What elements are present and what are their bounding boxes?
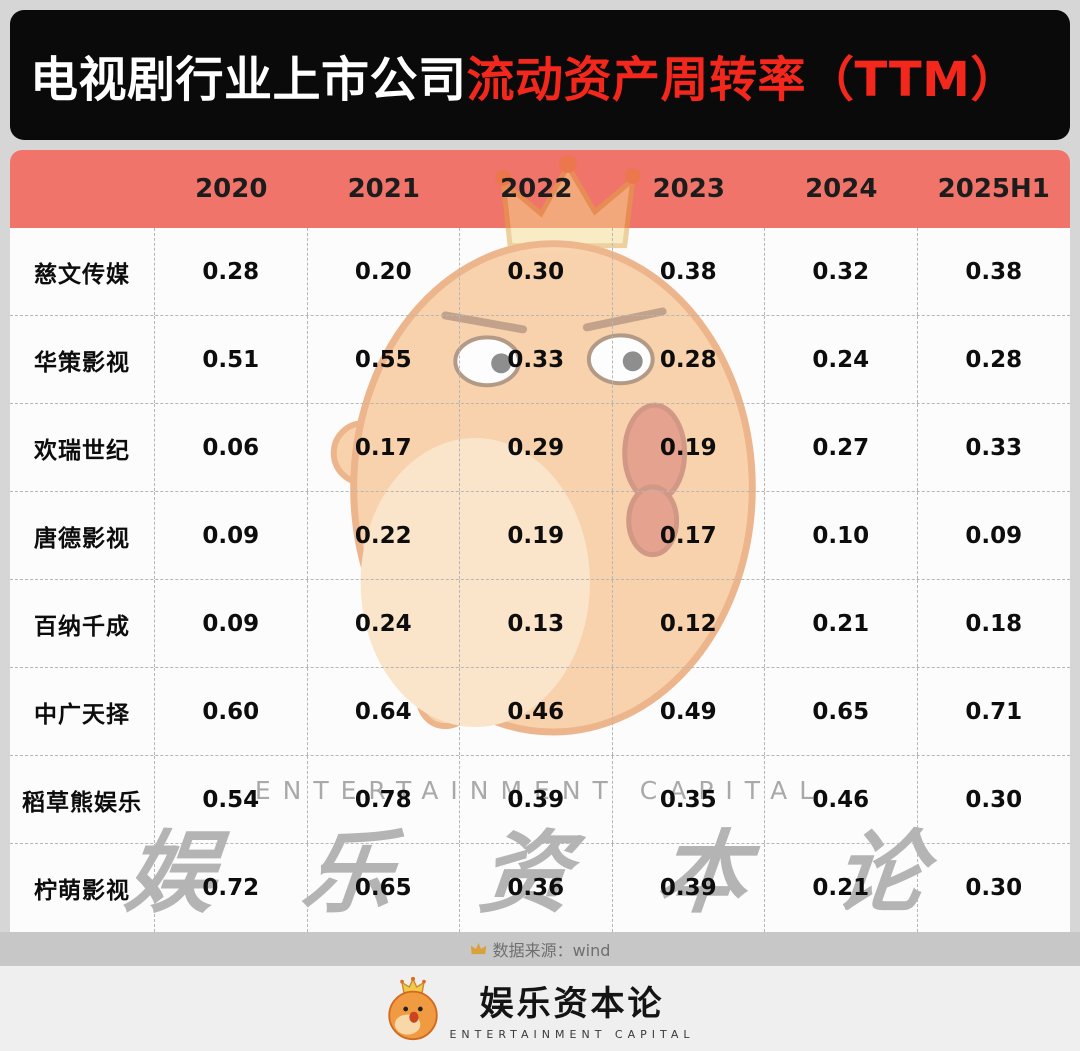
value-cell: 0.39	[613, 844, 765, 932]
company-name-cell: 华策影视	[10, 316, 155, 403]
value-cell: 0.19	[613, 404, 765, 491]
value-cell: 0.12	[613, 580, 765, 667]
value-cell: 0.46	[765, 756, 918, 843]
value-cell: 0.65	[308, 844, 460, 932]
header-cell-corner	[10, 150, 155, 228]
table-header-row: 2020 2021 2022 2023 2024 2025H1	[10, 150, 1070, 228]
header-cell-2022: 2022	[500, 174, 573, 204]
page-title-black: 电视剧行业上市公司	[30, 52, 467, 108]
page-title-red: 流动资产周转率（TTM）	[466, 52, 1019, 108]
value-cell: 0.28	[965, 346, 1023, 373]
value-cell: 0.09	[155, 580, 308, 667]
data-table-sheet: ENTERTAINMENT CAPITAL 娱 乐 资 本 论 2020 202…	[10, 150, 1070, 932]
value-cell: 0.17	[308, 404, 460, 491]
value-cell: 0.20	[308, 228, 460, 315]
brand-text-column: 娱乐资本论 ENTERTAINMENT CAPITAL	[449, 976, 694, 1041]
table-row: 百纳千成 0.09 0.24 0.13 0.12 0.21 0.18	[10, 580, 1070, 668]
company-name-cell: 中广天择	[10, 668, 155, 755]
brand-footer: 娱乐资本论 ENTERTAINMENT CAPITAL	[0, 966, 1080, 1051]
value-cell: 0.22	[308, 492, 460, 579]
value-cell: 0.09	[965, 522, 1023, 549]
value-cell: 0.32	[765, 228, 918, 315]
brand-name-english: ENTERTAINMENT CAPITAL	[449, 1028, 695, 1041]
table-row: 柠萌影视 0.72 0.65 0.36 0.39 0.21 0.30	[10, 844, 1070, 932]
value-cell: 0.65	[765, 668, 918, 755]
value-cell: 0.13	[460, 580, 613, 667]
table-row: 唐德影视 0.09 0.22 0.19 0.17 0.10 0.09	[10, 492, 1070, 580]
company-name-cell: 欢瑞世纪	[10, 404, 155, 491]
value-cell: 0.49	[613, 668, 765, 755]
value-cell: 0.06	[155, 404, 308, 491]
value-cell: 0.54	[155, 756, 308, 843]
value-cell: 0.28	[613, 316, 765, 403]
value-cell: 0.17	[613, 492, 765, 579]
value-cell: 0.71	[965, 698, 1023, 725]
value-cell: 0.78	[308, 756, 460, 843]
value-cell: 0.60	[155, 668, 308, 755]
company-name-cell: 慈文传媒	[10, 228, 155, 315]
source-strip: 数据来源：wind	[0, 932, 1080, 966]
company-name-cell: 柠萌影视	[10, 844, 155, 932]
title-bar: 电视剧行业上市公司 流动资产周转率（TTM）	[10, 10, 1070, 140]
value-cell: 0.18	[965, 610, 1023, 637]
value-cell: 0.21	[765, 844, 918, 932]
value-cell: 0.29	[460, 404, 613, 491]
value-cell: 0.19	[460, 492, 613, 579]
value-cell: 0.38	[965, 258, 1023, 285]
watermark-english-text: ENTERTAINMENT CAPITAL	[254, 776, 826, 805]
header-cell-2023: 2023	[652, 174, 725, 204]
value-cell: 0.30	[460, 228, 613, 315]
table-body: 慈文传媒 0.28 0.20 0.30 0.38 0.32 0.38 华策影视 0.51 0.55…	[10, 228, 1070, 932]
header-cell-2025h1: 2025H1	[937, 174, 1050, 204]
value-cell: 0.10	[765, 492, 918, 579]
table-row: 慈文传媒 0.28 0.20 0.30 0.38 0.32 0.38	[10, 228, 1070, 316]
value-cell: 0.46	[460, 668, 613, 755]
value-cell: 0.09	[155, 492, 308, 579]
table-row: 稻草熊娱乐 0.54 0.78 0.39 0.35 0.46 0.30	[10, 756, 1070, 844]
crown-icon	[470, 943, 486, 955]
value-cell: 0.30	[965, 875, 1023, 901]
company-name-cell: 稻草熊娱乐	[10, 756, 155, 843]
value-cell: 0.33	[460, 316, 613, 403]
value-cell: 0.72	[155, 844, 308, 932]
value-cell: 0.24	[308, 580, 460, 667]
company-name-cell: 百纳千成	[10, 580, 155, 667]
value-cell: 0.30	[965, 786, 1023, 813]
value-cell: 0.38	[613, 228, 765, 315]
mascot-watermark-icon	[330, 154, 756, 736]
value-cell: 0.27	[765, 404, 918, 491]
brand-name-chinese: 娱乐资本论	[479, 984, 665, 1024]
table-grid: 2020 2021 2022 2023 2024 2025H1 慈文传媒 0.28…	[10, 150, 1070, 932]
brand-mascot-icon	[388, 976, 439, 1040]
value-cell: 0.24	[765, 316, 918, 403]
header-cell-2024: 2024	[805, 174, 878, 204]
value-cell: 0.28	[155, 228, 308, 315]
value-cell: 0.64	[308, 668, 460, 755]
value-cell: 0.21	[765, 580, 918, 667]
value-cell: 0.35	[613, 756, 765, 843]
value-cell: 0.51	[155, 316, 308, 403]
brand-row: 娱乐资本论 ENTERTAINMENT CAPITAL	[385, 976, 694, 1041]
value-cell: 0.36	[460, 844, 613, 932]
table-row: 欢瑞世纪 0.06 0.17 0.29 0.19 0.27 0.33	[10, 404, 1070, 492]
value-cell: 0.55	[308, 316, 460, 403]
header-cell-2020: 2020	[195, 174, 268, 204]
value-cell: 0.33	[965, 434, 1023, 461]
header-cell-2021: 2021	[347, 174, 420, 204]
data-source-label: 数据来源：wind	[492, 941, 611, 960]
table-row: 中广天择 0.60 0.64 0.46 0.49 0.65 0.71	[10, 668, 1070, 756]
company-name-cell: 唐德影视	[10, 492, 155, 579]
table-row: 华策影视 0.51 0.55 0.33 0.28 0.24 0.28	[10, 316, 1070, 404]
value-cell: 0.39	[460, 756, 613, 843]
